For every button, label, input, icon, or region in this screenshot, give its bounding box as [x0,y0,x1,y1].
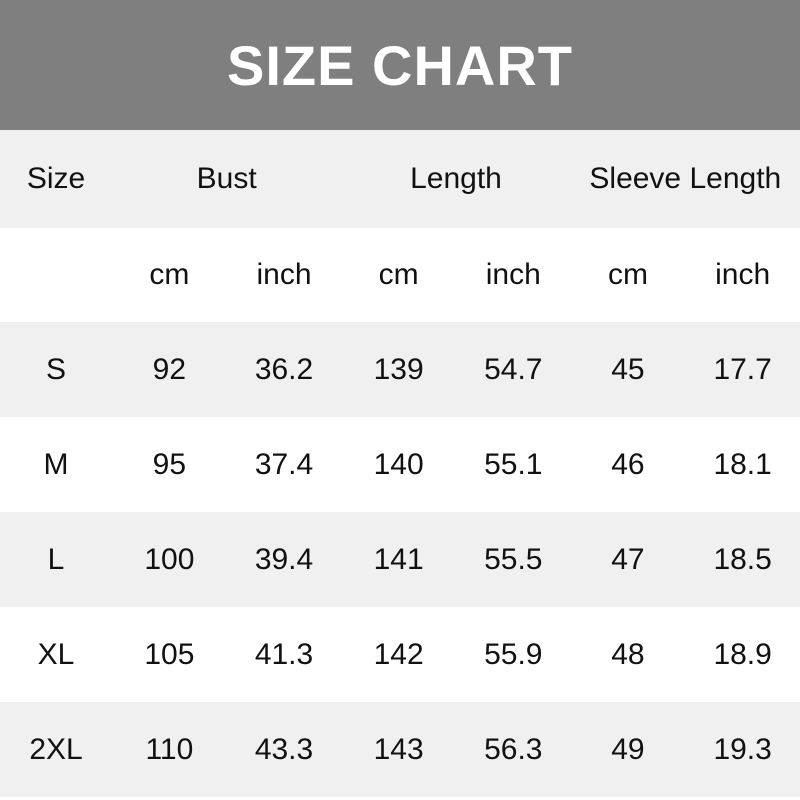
value-cell: 17.7 [713,352,772,386]
value-cell: 18.1 [713,447,772,481]
size-cell: 2XL [29,732,83,766]
value-cell: 47 [611,542,645,576]
header-size: Size [26,162,86,195]
value-cell: 110 [145,732,194,766]
value-cell: 139 [373,352,424,386]
value-cell: 48 [611,637,645,671]
value-cell: 140 [373,447,424,481]
table-row: XL 105 41.3 142 55.9 48 18.9 [0,607,800,702]
value-cell: 18.9 [713,637,772,671]
value-cell: 39.4 [254,542,314,576]
units-row: cm inch cm inch cm inch [0,228,800,322]
value-cell: 46 [611,447,645,481]
value-cell: 143 [373,732,424,766]
size-cell: S [46,352,67,386]
value-cell: 41.3 [254,637,314,671]
value-cell: 142 [373,637,424,671]
value-cell: 92 [152,352,187,386]
title-bar: SIZE CHART [0,0,800,130]
value-cell: 45 [611,352,645,386]
unit-cell: inch [715,258,771,291]
size-cell: L [47,542,65,576]
value-cell: 49 [611,732,645,766]
unit-cell: inch [256,258,312,291]
table-row: 2XL 110 43.3 143 56.3 49 19.3 [0,702,800,797]
unit-cell: cm [378,258,419,291]
size-cell: XL [37,637,75,671]
header-sleeve-length: Sleeve Length [589,162,782,195]
units-blank [0,228,112,322]
value-cell: 37.4 [254,447,314,481]
unit-cell: inch [485,258,541,291]
table-row: M 95 37.4 140 55.1 46 18.1 [0,417,800,512]
value-cell: 54.7 [484,352,543,386]
value-cell: 19.3 [713,732,772,766]
header-length: Length [410,162,502,195]
value-cell: 18.5 [713,542,772,576]
value-cell: 43.3 [254,732,314,766]
unit-cell: cm [607,258,648,291]
value-cell: 141 [373,542,424,576]
value-cell: 105 [144,637,195,671]
unit-cell: cm [149,258,190,291]
value-cell: 55.1 [484,447,543,481]
size-cell: M [43,447,69,481]
value-cell: 95 [152,447,187,481]
header-row: Size Bust Length Sleeve Length [0,130,800,228]
value-cell: 56.3 [484,732,543,766]
size-table: Size Bust Length Sleeve Length cm inch c… [0,130,800,797]
value-cell: 55.9 [484,637,543,671]
table-row: S 92 36.2 139 54.7 45 17.7 [0,322,800,417]
value-cell: 100 [144,542,195,576]
value-cell: 55.5 [484,542,543,576]
table-row: L 100 39.4 141 55.5 47 18.5 [0,512,800,607]
value-cell: 36.2 [254,352,314,386]
page-title: SIZE CHART [227,33,573,97]
header-bust: Bust [196,162,257,195]
